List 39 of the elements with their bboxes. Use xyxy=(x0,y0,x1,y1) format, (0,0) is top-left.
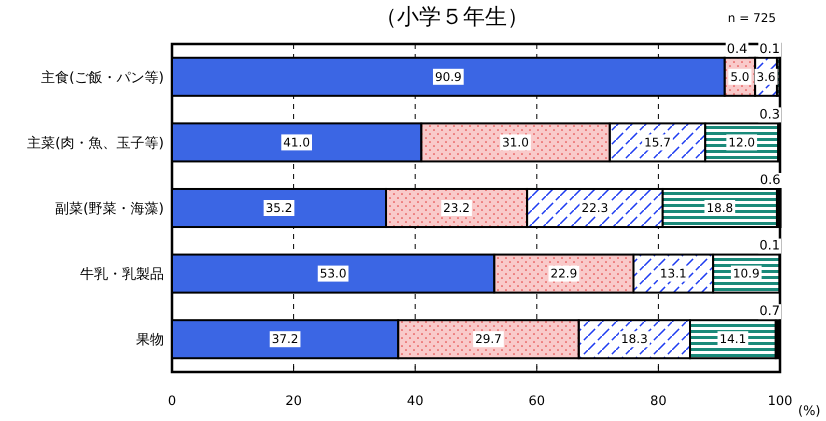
x-tick-label: 40 xyxy=(406,394,424,409)
data-label: 0.1 xyxy=(759,42,780,57)
y-tick-label: 主菜(肉・魚、玉子等) xyxy=(27,135,164,152)
data-label: 22.3 xyxy=(582,201,608,215)
data-label: 53.0 xyxy=(320,266,346,281)
data-label: 3.6 xyxy=(756,70,776,84)
x-tick-label: 80 xyxy=(650,394,667,409)
data-label: 0.6 xyxy=(760,172,781,188)
data-label: 23.2 xyxy=(443,201,470,215)
data-label: 18.8 xyxy=(706,201,734,215)
x-tick-label: 0 xyxy=(168,394,176,409)
y-tick-label: 主食(ご飯・パン等) xyxy=(41,70,164,86)
data-label: 10.9 xyxy=(732,266,760,281)
data-label: 41.0 xyxy=(283,135,310,150)
data-label: 22.9 xyxy=(550,266,578,281)
data-label: 29.7 xyxy=(475,332,502,346)
data-label: 0.7 xyxy=(759,304,780,320)
x-axis-title: (%) xyxy=(798,404,820,419)
data-label: 0.3 xyxy=(759,107,780,122)
data-label: 35.2 xyxy=(266,201,292,215)
x-tick-label: 60 xyxy=(528,394,546,409)
y-tick-label: 果物 xyxy=(136,332,164,348)
data-label: 15.7 xyxy=(644,135,671,150)
data-label: 0.1 xyxy=(759,238,780,254)
data-label: 31.0 xyxy=(502,135,529,150)
y-tick-label: 副菜(野菜・海藻) xyxy=(55,201,164,217)
x-tick-label: 20 xyxy=(285,394,302,409)
data-label: 90.9 xyxy=(434,70,462,84)
y-tick-label: 牛乳・乳製品 xyxy=(80,266,164,283)
text: n = 725 xyxy=(728,11,776,25)
x-tick-label: 100 xyxy=(768,394,792,409)
data-label: 13.1 xyxy=(660,266,687,281)
data-label: 14.1 xyxy=(720,332,746,346)
data-label: 5.0 xyxy=(730,70,750,84)
data-label: 37.2 xyxy=(272,332,298,346)
data-label: 0.4 xyxy=(726,42,748,57)
data-label: 18.3 xyxy=(621,332,648,346)
data-label: 12.0 xyxy=(728,135,756,150)
chart-title: （小学５年生） xyxy=(375,5,529,30)
